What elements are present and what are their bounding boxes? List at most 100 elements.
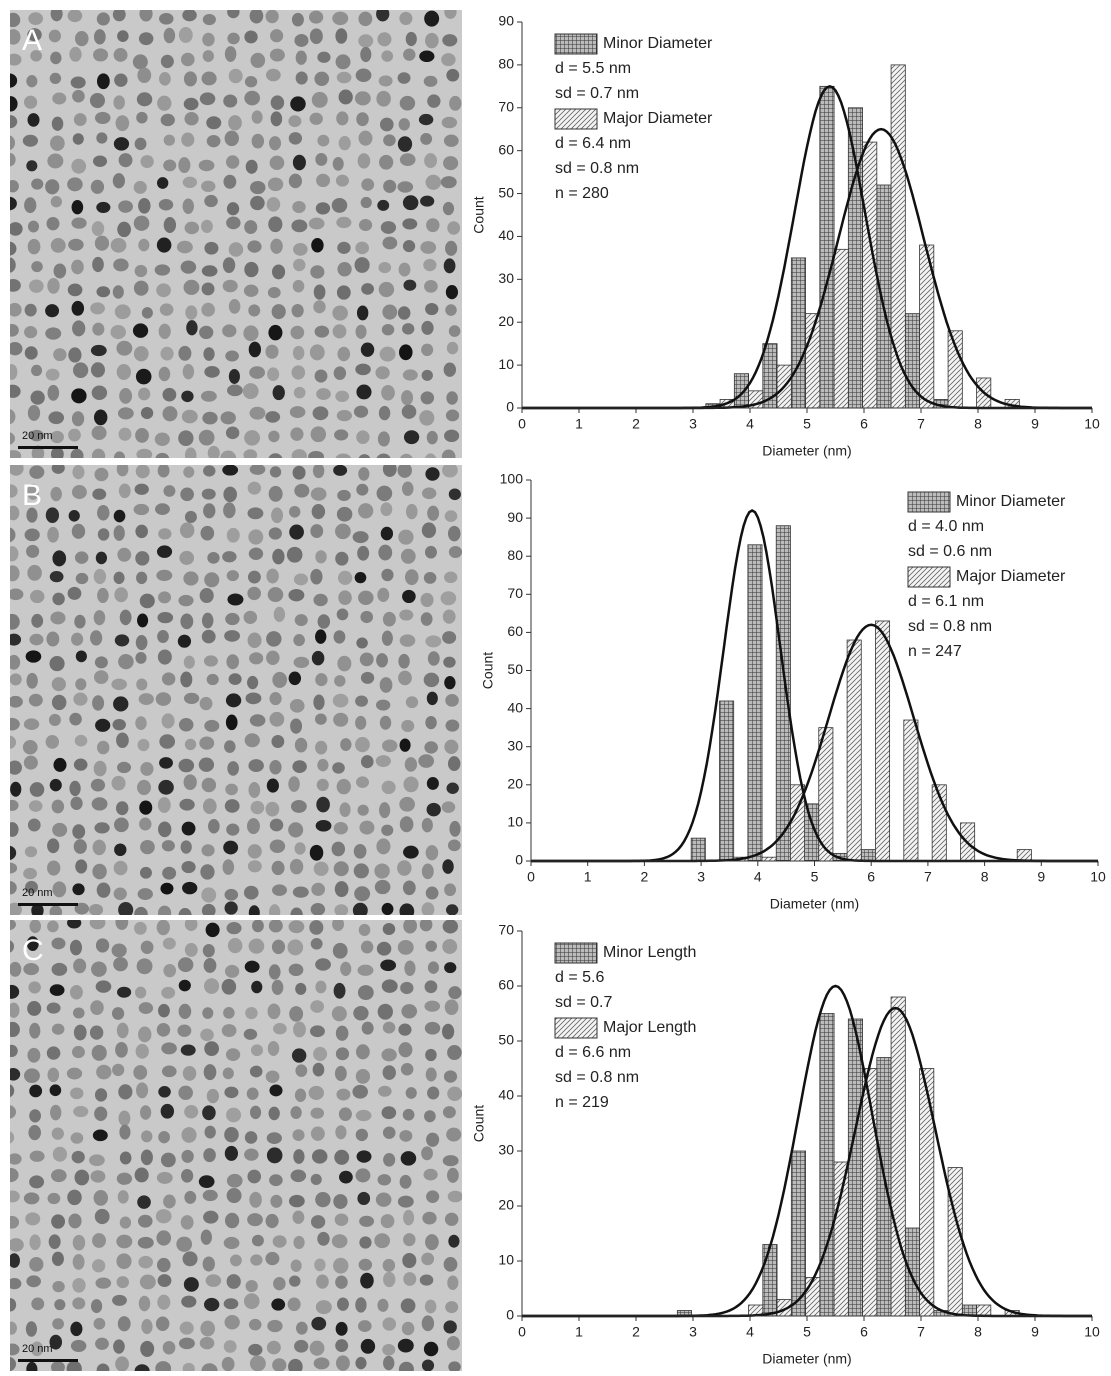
particle xyxy=(10,1153,22,1165)
particle xyxy=(427,651,440,666)
particle xyxy=(336,410,352,422)
particle xyxy=(310,487,327,501)
particle xyxy=(204,719,220,732)
particle xyxy=(116,340,133,356)
particle xyxy=(421,1315,435,1332)
particle xyxy=(203,1148,216,1163)
particle xyxy=(178,1337,195,1350)
particle xyxy=(48,1234,61,1250)
particle xyxy=(442,1023,455,1040)
particle xyxy=(134,921,147,935)
particle xyxy=(333,465,348,476)
particle xyxy=(116,1022,129,1039)
particle xyxy=(135,716,147,731)
x-axis-label: Diameter (nm) xyxy=(762,1351,851,1367)
particle xyxy=(201,777,217,793)
particle xyxy=(418,754,435,768)
particle xyxy=(161,1042,177,1055)
particle xyxy=(10,654,21,670)
particle xyxy=(353,843,367,859)
particle xyxy=(358,11,373,27)
particle xyxy=(375,755,391,768)
particle xyxy=(90,179,105,194)
particle xyxy=(182,10,197,22)
particle xyxy=(402,369,418,381)
particle xyxy=(222,324,237,338)
particle xyxy=(425,886,439,900)
particle xyxy=(94,822,110,834)
particle xyxy=(292,886,309,898)
particle xyxy=(339,1170,353,1184)
particle xyxy=(227,593,244,606)
particle xyxy=(353,405,369,418)
particle xyxy=(96,12,110,26)
particle xyxy=(10,845,17,861)
particle xyxy=(247,507,264,520)
particle xyxy=(74,614,86,629)
particle xyxy=(95,718,111,732)
particle xyxy=(47,153,64,169)
particle xyxy=(200,525,215,541)
particle xyxy=(162,866,177,880)
particle xyxy=(269,1174,283,1187)
particle xyxy=(308,1085,325,1101)
particle xyxy=(316,1274,329,1289)
particle xyxy=(116,1276,130,1289)
particle xyxy=(68,1213,82,1229)
particle xyxy=(136,1082,149,1099)
particle xyxy=(248,759,264,773)
particle xyxy=(206,116,222,130)
particle xyxy=(71,1150,85,1164)
particle xyxy=(133,1065,148,1080)
particle xyxy=(223,1236,240,1250)
particle xyxy=(336,111,349,126)
particle xyxy=(308,450,324,458)
particle xyxy=(378,75,393,87)
particle xyxy=(10,432,15,445)
particle xyxy=(291,219,308,233)
particle xyxy=(271,860,285,876)
particle xyxy=(73,839,87,854)
particle xyxy=(115,920,129,930)
particle xyxy=(447,1044,462,1061)
particle xyxy=(243,610,258,624)
particle xyxy=(72,133,84,145)
particle xyxy=(243,325,259,342)
particle xyxy=(315,550,327,564)
particle xyxy=(315,819,332,832)
particle xyxy=(183,655,195,669)
particle xyxy=(421,817,433,833)
particle xyxy=(269,711,285,727)
particle xyxy=(294,483,310,498)
particle xyxy=(443,362,457,377)
particle xyxy=(398,1042,413,1058)
particle xyxy=(224,901,238,915)
y-tick-label: 60 xyxy=(498,977,514,993)
particle xyxy=(315,958,331,971)
particle xyxy=(268,324,283,341)
particle xyxy=(333,630,346,644)
particle xyxy=(310,938,323,950)
particle xyxy=(180,260,197,274)
particle xyxy=(381,824,394,836)
particle xyxy=(354,257,370,273)
particle xyxy=(270,95,285,110)
particle xyxy=(160,882,174,895)
particle xyxy=(45,368,60,381)
particle xyxy=(403,1272,417,1286)
particle xyxy=(154,264,171,276)
particle xyxy=(224,1212,240,1229)
x-tick-label: 3 xyxy=(689,416,697,432)
particle xyxy=(244,76,258,88)
particle xyxy=(136,92,153,107)
particle xyxy=(248,529,264,545)
particle xyxy=(118,1084,133,1100)
particle xyxy=(48,713,61,727)
particle xyxy=(405,503,418,520)
particle xyxy=(220,411,236,425)
particle xyxy=(181,132,195,147)
particle xyxy=(288,115,302,128)
particle xyxy=(269,155,285,170)
particle xyxy=(268,920,283,933)
particle xyxy=(182,198,194,215)
